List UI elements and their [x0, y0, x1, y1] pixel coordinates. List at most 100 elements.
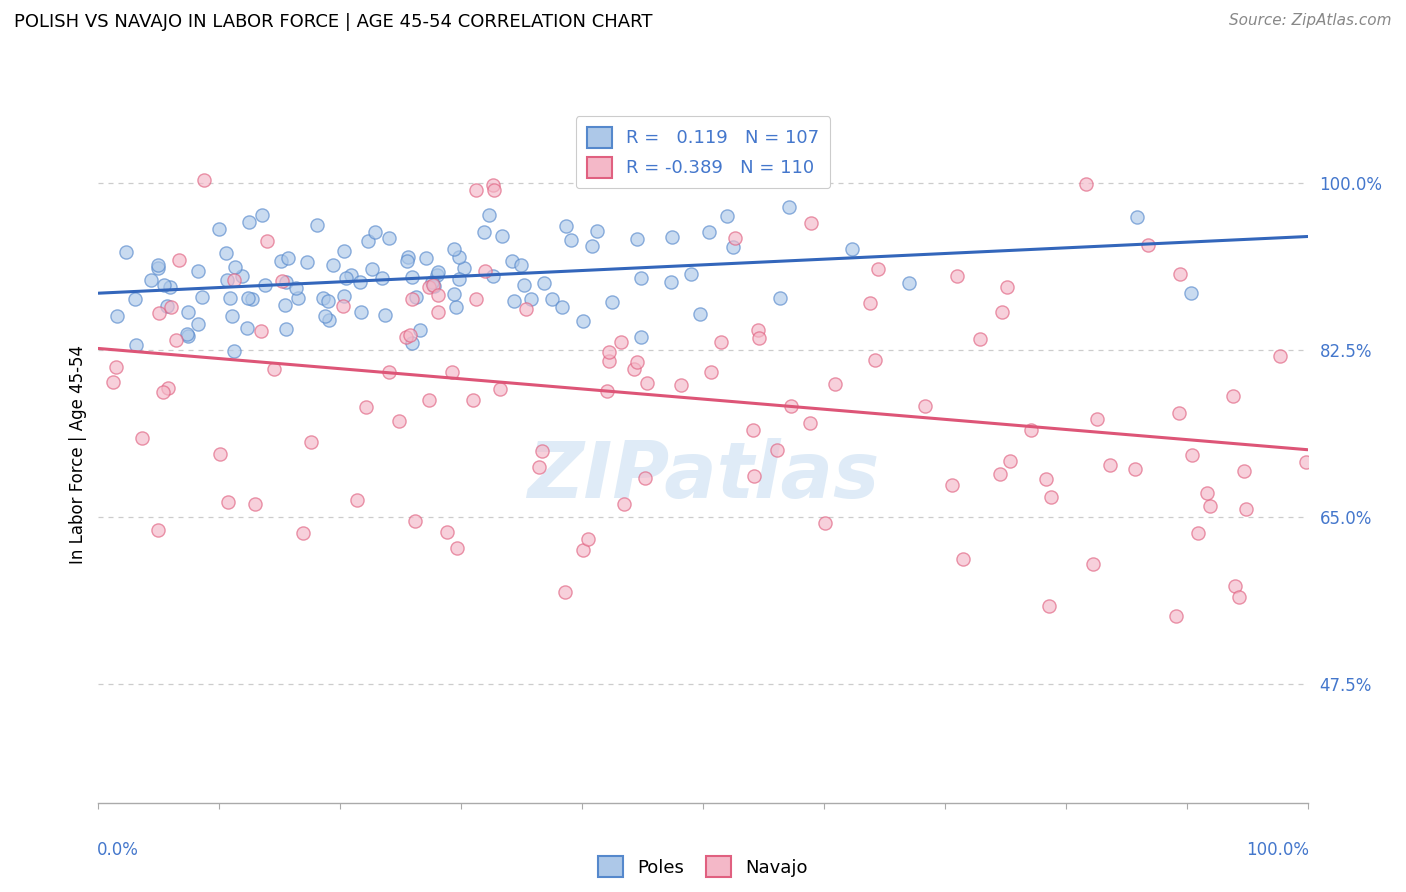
Point	[778, 200, 800, 214]
Point	[346, 493, 368, 508]
Point	[221, 309, 243, 323]
Point	[554, 585, 576, 599]
Point	[332, 300, 354, 314]
Point	[349, 275, 371, 289]
Point	[661, 229, 683, 244]
Point	[520, 292, 543, 306]
Point	[571, 542, 593, 557]
Point	[533, 276, 555, 290]
Point	[1099, 458, 1122, 472]
Point	[159, 300, 181, 314]
Point	[299, 435, 322, 450]
Point	[998, 453, 1021, 467]
Point	[531, 444, 554, 458]
Point	[1164, 609, 1187, 624]
Point	[572, 314, 595, 328]
Point	[447, 272, 470, 286]
Point	[187, 264, 209, 278]
Point	[415, 251, 437, 265]
Point	[236, 321, 259, 335]
Point	[215, 245, 238, 260]
Point	[423, 278, 446, 293]
Legend: Poles, Navajo: Poles, Navajo	[591, 849, 815, 884]
Point	[401, 335, 423, 350]
Point	[291, 525, 314, 540]
Point	[659, 276, 682, 290]
Point	[1136, 237, 1159, 252]
Point	[418, 392, 440, 407]
Point	[510, 258, 533, 272]
Point	[396, 250, 419, 264]
Point	[945, 268, 967, 283]
Point	[669, 378, 692, 392]
Point	[626, 355, 648, 369]
Point	[623, 361, 645, 376]
Point	[240, 292, 263, 306]
Point	[630, 271, 652, 285]
Text: 0.0%: 0.0%	[97, 841, 139, 859]
Point	[799, 416, 821, 430]
Point	[780, 400, 803, 414]
Point	[146, 258, 169, 272]
Point	[697, 226, 720, 240]
Point	[598, 354, 620, 368]
Point	[256, 234, 278, 248]
Point	[1234, 502, 1257, 516]
Point	[404, 514, 426, 528]
Point	[630, 330, 652, 344]
Point	[152, 385, 174, 400]
Point	[952, 552, 974, 566]
Text: POLISH VS NAVAJO IN LABOR FORCE | AGE 45-54 CORRELATION CHART: POLISH VS NAVAJO IN LABOR FORCE | AGE 45…	[14, 13, 652, 31]
Point	[1035, 472, 1057, 486]
Point	[769, 291, 792, 305]
Point	[427, 305, 450, 319]
Point	[478, 208, 501, 222]
Point	[550, 301, 572, 315]
Point	[741, 423, 763, 437]
Point	[560, 233, 582, 247]
Point	[177, 305, 200, 319]
Point	[541, 292, 564, 306]
Point	[191, 289, 214, 303]
Point	[401, 269, 423, 284]
Point	[378, 365, 401, 379]
Point	[388, 414, 411, 428]
Point	[512, 277, 534, 292]
Point	[491, 228, 513, 243]
Point	[1126, 210, 1149, 224]
Point	[626, 232, 648, 246]
Point	[1083, 557, 1105, 571]
Point	[679, 267, 702, 281]
Point	[378, 230, 401, 244]
Point	[314, 310, 336, 324]
Point	[748, 331, 770, 345]
Point	[1187, 526, 1209, 541]
Point	[515, 301, 537, 316]
Point	[395, 330, 418, 344]
Point	[307, 218, 329, 232]
Point	[474, 264, 496, 278]
Point	[841, 242, 863, 256]
Point	[554, 219, 576, 233]
Point	[443, 242, 465, 256]
Point	[447, 250, 470, 264]
Point	[208, 447, 231, 461]
Point	[1223, 579, 1246, 593]
Point	[461, 392, 484, 407]
Point	[502, 294, 524, 309]
Point	[613, 497, 636, 511]
Point	[405, 290, 427, 304]
Point	[1181, 448, 1204, 462]
Point	[176, 327, 198, 342]
Point	[335, 271, 357, 285]
Point	[285, 281, 308, 295]
Point	[710, 334, 733, 349]
Point	[333, 289, 356, 303]
Point	[446, 541, 468, 555]
Point	[586, 224, 609, 238]
Point	[254, 277, 277, 292]
Point	[427, 288, 450, 302]
Point	[941, 478, 963, 492]
Point	[1227, 590, 1250, 604]
Point	[101, 376, 124, 390]
